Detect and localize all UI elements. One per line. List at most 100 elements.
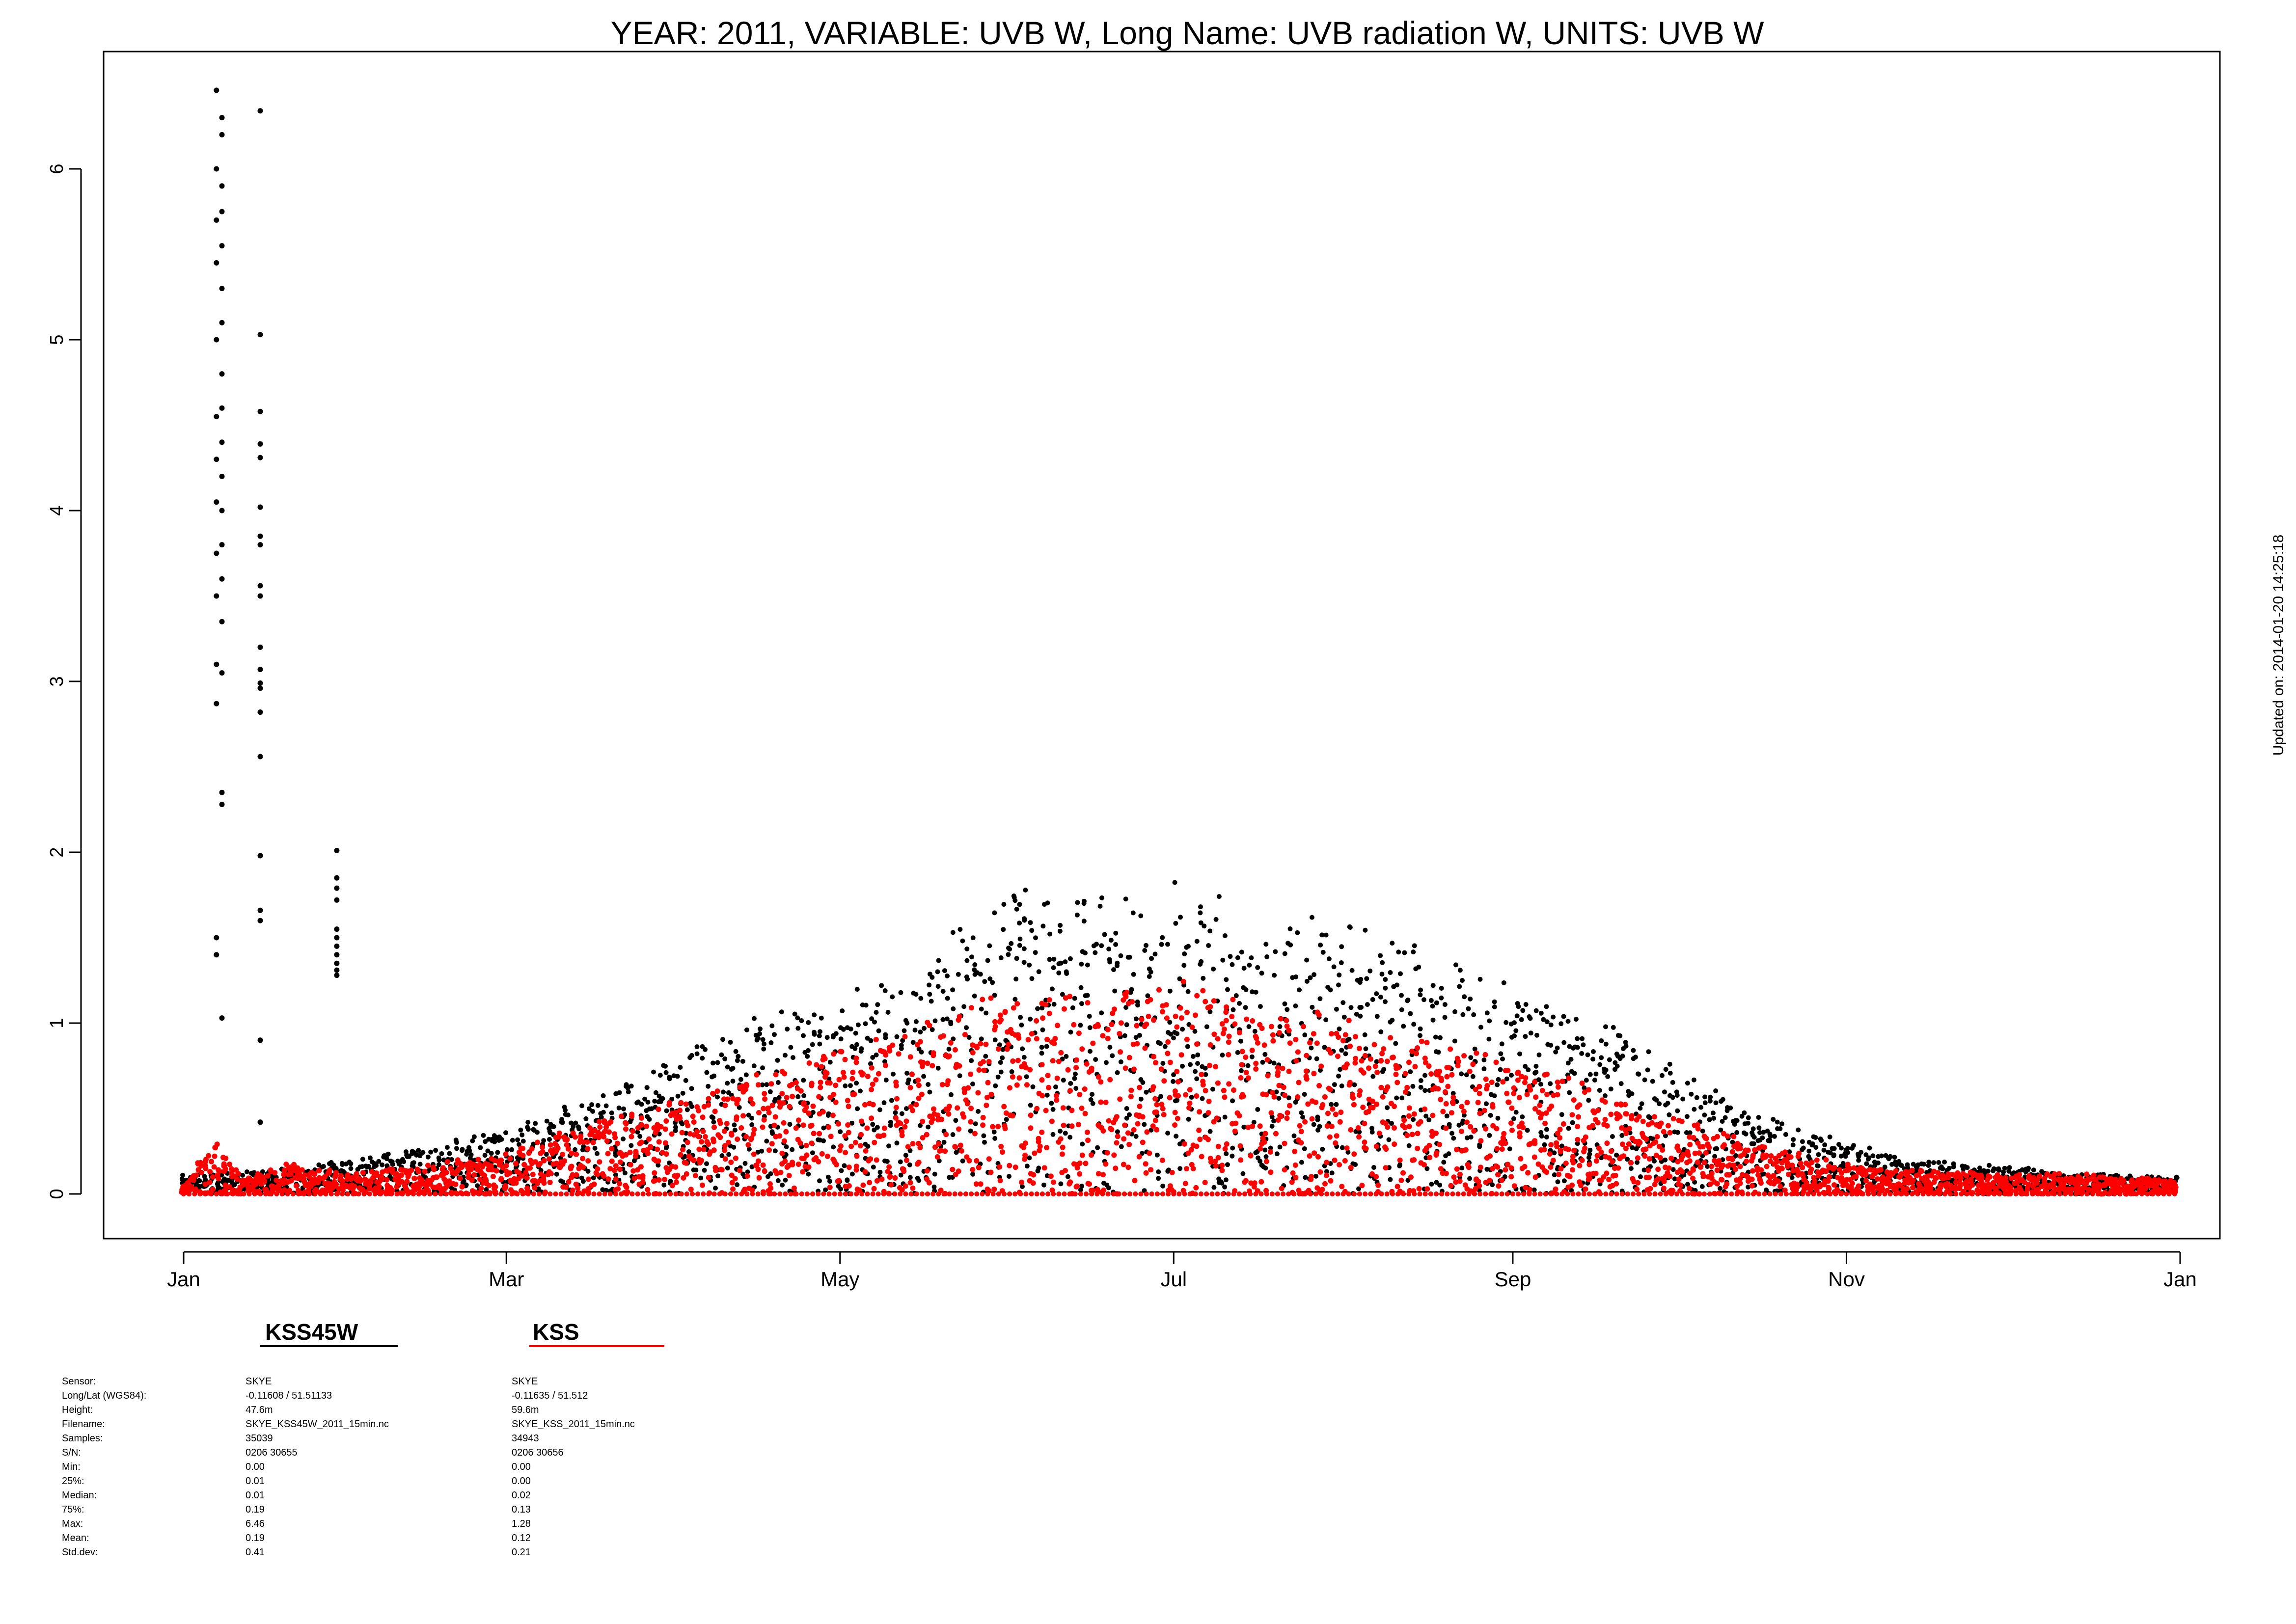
point-kss (410, 1191, 416, 1196)
point-kss (1126, 1141, 1132, 1147)
outlier-point (219, 209, 225, 215)
point-kss45w (883, 1035, 888, 1040)
point-kss45w (439, 1151, 444, 1156)
point-kss (1014, 1001, 1020, 1007)
point-kss (688, 1187, 694, 1192)
point-kss45w (509, 1147, 515, 1152)
point-kss (1169, 1187, 1175, 1192)
point-kss45w (950, 1132, 956, 1137)
point-kss45w (525, 1125, 530, 1130)
point-kss (197, 1191, 203, 1196)
point-kss45w (1053, 1084, 1058, 1089)
point-kss (778, 1169, 784, 1175)
point-kss (980, 1191, 985, 1196)
point-kss45w (1334, 1006, 1339, 1012)
point-kss45w (795, 1026, 801, 1031)
point-kss45w (870, 1122, 875, 1127)
point-kss (1076, 1030, 1082, 1036)
point-kss (537, 1191, 542, 1196)
point-kss45w (1020, 1046, 1025, 1052)
point-kss (782, 1158, 788, 1164)
point-kss (1103, 1161, 1109, 1167)
point-kss45w (869, 1016, 875, 1022)
point-kss45w (1304, 978, 1310, 984)
point-kss45w (482, 1153, 488, 1158)
point-kss (846, 1104, 851, 1110)
point-kss45w (1667, 1112, 1672, 1117)
point-kss (285, 1191, 290, 1196)
point-kss45w (1364, 976, 1369, 981)
point-kss45w (1466, 1006, 1471, 1011)
point-kss45w (1180, 1063, 1185, 1069)
point-kss (766, 1191, 771, 1196)
point-kss (1158, 1066, 1164, 1072)
point-kss (644, 1123, 650, 1129)
point-kss45w (518, 1127, 523, 1133)
point-kss (997, 1178, 1003, 1184)
point-kss45w (1124, 1115, 1129, 1121)
point-kss (820, 1109, 826, 1115)
point-kss45w (1172, 880, 1177, 885)
point-kss (875, 1191, 881, 1196)
point-kss (1012, 1164, 1018, 1170)
point-kss (990, 1191, 996, 1196)
point-kss45w (755, 1149, 761, 1155)
point-kss (547, 1156, 552, 1162)
point-kss (662, 1140, 668, 1146)
point-kss (798, 1088, 804, 1094)
outlier-point (257, 441, 263, 447)
point-kss (475, 1157, 481, 1163)
point-kss45w (1017, 902, 1022, 907)
point-kss45w (1102, 932, 1107, 937)
point-kss45w (964, 946, 970, 951)
point-kss (1037, 1148, 1042, 1154)
point-kss45w (1692, 1107, 1697, 1112)
point-kss45w (591, 1175, 596, 1181)
point-kss45w (1468, 1135, 1474, 1140)
point-kss (972, 1131, 978, 1137)
point-kss (311, 1180, 317, 1186)
point-kss (337, 1176, 343, 1182)
point-kss45w (1006, 946, 1011, 951)
point-kss45w (1442, 1015, 1448, 1020)
point-kss (887, 1191, 892, 1196)
point-kss45w (1538, 1082, 1543, 1087)
point-kss45w (1434, 1180, 1439, 1185)
point-kss45w (1418, 987, 1423, 993)
point-kss (957, 1063, 962, 1069)
point-kss45w (927, 1089, 932, 1095)
point-kss45w (1379, 972, 1385, 977)
point-kss45w (821, 1138, 826, 1143)
point-kss45w (576, 1124, 581, 1130)
point-kss45w (1459, 1165, 1465, 1171)
point-kss45w (1468, 996, 1473, 1001)
point-kss (790, 1093, 795, 1099)
point-kss45w (1411, 949, 1416, 955)
point-kss (675, 1172, 681, 1178)
point-kss45w (642, 1096, 648, 1102)
point-kss45w (1733, 1153, 1739, 1158)
point-kss (1000, 1149, 1005, 1155)
point-kss (520, 1145, 526, 1151)
point-kss45w (1213, 917, 1219, 922)
point-kss45w (1743, 1131, 1749, 1137)
point-kss45w (1167, 1020, 1173, 1025)
point-kss45w (1441, 1160, 1447, 1165)
point-kss (998, 1017, 1004, 1023)
point-kss (639, 1115, 644, 1121)
point-kss (740, 1113, 746, 1119)
point-kss (1034, 1106, 1040, 1111)
point-kss45w (931, 1184, 937, 1190)
point-kss (659, 1150, 665, 1156)
point-kss (523, 1170, 529, 1175)
point-kss (791, 1185, 797, 1191)
point-kss (1014, 1082, 1020, 1088)
point-kss45w (839, 1168, 844, 1173)
point-kss45w (1426, 1117, 1432, 1123)
point-kss45w (1160, 935, 1165, 940)
point-kss (816, 1159, 821, 1164)
point-kss45w (956, 972, 961, 977)
point-kss45w (1029, 976, 1035, 981)
point-kss (920, 1118, 926, 1124)
point-kss45w (1175, 1031, 1180, 1036)
